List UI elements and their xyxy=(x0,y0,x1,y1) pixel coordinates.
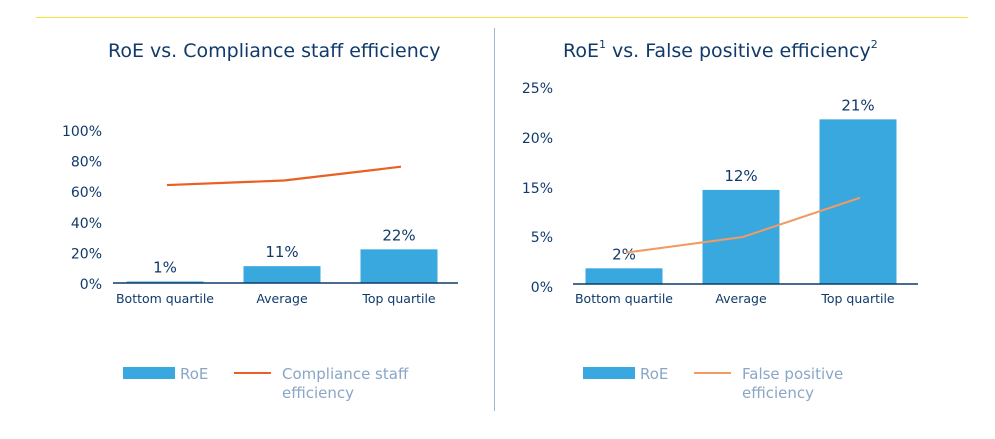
bar-data-label: 22% xyxy=(382,226,415,244)
x-tick-label: Bottom quartile xyxy=(116,291,214,306)
bar-data-label: 11% xyxy=(265,243,298,261)
x-tick-label: Bottom quartile xyxy=(575,291,673,306)
left-chart-title: RoE vs. Compliance staff efficiency xyxy=(108,40,440,62)
y-tick-label: 5% xyxy=(531,230,553,246)
x-tick-label: Top quartile xyxy=(820,291,895,306)
line-series-efficiency xyxy=(625,196,861,254)
x-tick-label: Top quartile xyxy=(361,291,436,306)
y-tick-label: 40% xyxy=(71,216,102,232)
x-tick-label: Average xyxy=(256,291,308,306)
y-tick-label: 100% xyxy=(62,124,102,140)
legend-label-efficiency: efficiency xyxy=(282,384,354,402)
x-tick-label: Average xyxy=(715,291,767,306)
y-tick-label: 80% xyxy=(71,155,102,171)
bar-data-label: 21% xyxy=(841,96,874,114)
y-tick-label: 0% xyxy=(80,277,102,293)
legend-swatch-roe xyxy=(123,367,175,379)
legend-label-roe: RoE xyxy=(640,365,668,383)
bar-roe xyxy=(360,249,438,283)
y-tick-label: 0% xyxy=(531,280,553,296)
bar-roe xyxy=(243,266,321,283)
bar-data-label: 12% xyxy=(724,167,757,185)
footnote-1: 1 xyxy=(598,38,606,51)
y-tick-label: 25% xyxy=(522,81,553,97)
bar-roe xyxy=(819,119,897,284)
y-tick-label: 60% xyxy=(71,185,102,201)
left-chart-title-text: RoE vs. Compliance staff efficiency xyxy=(108,40,441,62)
line-series-efficiency xyxy=(166,165,402,187)
legend-label-efficiency: False positive xyxy=(742,365,843,383)
top-rule xyxy=(36,17,968,18)
y-tick-label: 20% xyxy=(71,246,102,262)
legend-swatch-roe xyxy=(583,367,635,379)
y-tick-label: 15% xyxy=(522,181,553,197)
legend-label-efficiency: Compliance staff xyxy=(282,365,409,383)
right-chart-title-mid: vs. False positive efficiency xyxy=(605,40,871,62)
footnote-2: 2 xyxy=(870,38,878,51)
legend-label-efficiency: efficiency xyxy=(742,384,814,402)
legend-label-roe: RoE xyxy=(180,365,208,383)
bar-roe xyxy=(585,268,663,284)
bar-data-label: 2% xyxy=(612,245,636,263)
bar-roe xyxy=(126,281,204,283)
bar-data-label: 1% xyxy=(153,258,177,276)
chart-divider xyxy=(494,28,495,411)
y-tick-label: 20% xyxy=(522,131,553,147)
right-chart-title-text: RoE xyxy=(563,40,599,62)
right-chart-title: RoE1 vs. False positive efficiency2 xyxy=(563,38,878,62)
